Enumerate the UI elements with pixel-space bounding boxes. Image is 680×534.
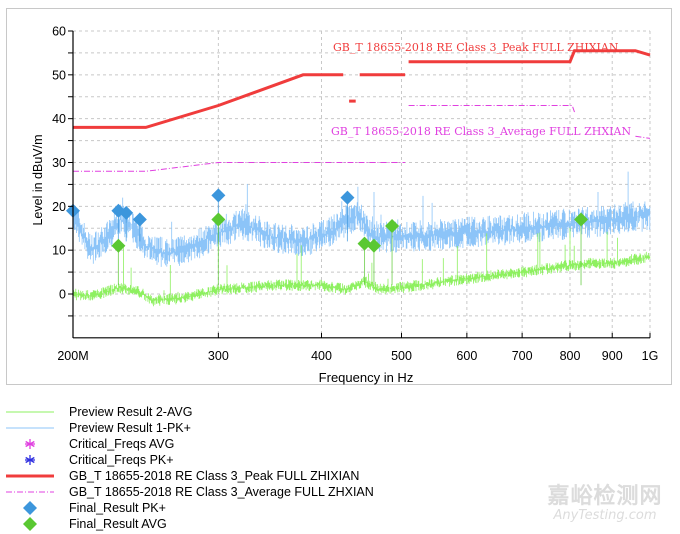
line-swatch-icon <box>6 474 54 478</box>
y-tick-label: 20 <box>52 200 66 214</box>
watermark-en: AnyTesting.com <box>553 508 657 523</box>
final-result-diamond <box>340 190 355 205</box>
emi-plot: GB_T 18655-2018 RE Class 3_Peak FULL ZHI… <box>31 25 658 386</box>
legend-item: Final_Result AVG <box>0 516 420 532</box>
x-axis-label: Frequency in Hz <box>319 370 414 385</box>
final-result-diamond <box>385 219 400 234</box>
preview-traces <box>72 171 651 307</box>
final-result-diamond <box>111 238 126 253</box>
x-tick-label: 600 <box>456 349 477 363</box>
final-result-diamond <box>211 212 226 227</box>
final-avg-markers <box>111 212 589 286</box>
legend-label: Preview Result 1-PK+ <box>69 421 191 435</box>
x-tick-label: 200M <box>57 349 88 363</box>
asterisk-icon <box>25 439 35 449</box>
chart-frame <box>6 8 672 385</box>
trace-preview-pk <box>72 171 651 267</box>
diamond-icon <box>23 501 37 515</box>
final-result-diamond <box>366 238 381 253</box>
watermark-cn: 嘉峪检测网 <box>547 484 663 509</box>
y-tick-label: 60 <box>52 25 66 39</box>
limit-lines: GB_T 18655-2018 RE Class 3_Peak FULL ZHI… <box>73 41 651 172</box>
legend-item: GB_T 18655-2018 RE Class 3_Peak FULL ZHI… <box>0 468 420 484</box>
diamond-icon <box>23 517 37 531</box>
legend-item: Preview Result 1-PK+ <box>0 420 420 436</box>
asterisk-icon <box>25 455 35 465</box>
y-tick-label: 30 <box>52 156 66 170</box>
line-swatch-icon <box>6 491 54 493</box>
final-result-diamond <box>211 188 226 203</box>
axes: 60 50 40 30 20 10 0 200M 300 400 500 600 700 800 900 1G <box>52 25 658 364</box>
legend-label: Preview Result 2-AVG <box>69 405 193 419</box>
legend-item: GB_T 18655-2018 RE Class 3_Average FULL … <box>0 484 420 500</box>
y-axis-label: Level in dBuV/m <box>31 134 45 225</box>
peak-limit-line: GB_T 18655-2018 RE Class 3_Peak FULL ZHI… <box>73 41 651 129</box>
legend-item: Critical_Freqs AVG <box>0 436 420 452</box>
x-tick-label: 900 <box>602 349 623 363</box>
legend-label: Final_Result AVG <box>69 517 167 531</box>
line-swatch-icon <box>6 411 54 413</box>
x-tick-label: 400 <box>311 349 332 363</box>
final-result-markers <box>66 188 589 286</box>
x-tick-label: 1G <box>642 349 659 363</box>
y-tick-label: 40 <box>52 112 66 126</box>
legend-item: Preview Result 2-AVG <box>0 404 420 420</box>
final-result-diamond <box>119 205 134 220</box>
legend-label: Final_Result PK+ <box>69 501 166 515</box>
line-swatch-icon <box>6 427 54 429</box>
y-tick-label: 50 <box>52 68 66 82</box>
x-tick-label: 500 <box>391 349 412 363</box>
legend-item: Final_Result PK+ <box>0 500 420 516</box>
y-tick-label: 10 <box>52 244 66 258</box>
watermark: 嘉峪检测网 AnyTesting.com <box>530 478 680 523</box>
final-result-diamond <box>357 236 372 251</box>
x-tick-label: 300 <box>208 349 229 363</box>
y-tick-label: 0 <box>59 288 66 302</box>
legend-label: GB_T 18655-2018 RE Class 3_Peak FULL ZHI… <box>69 469 360 483</box>
legend-item: Critical_Freqs PK+ <box>0 452 420 468</box>
legend-label: Critical_Freqs PK+ <box>69 453 174 467</box>
final-result-diamond <box>132 212 147 227</box>
average-limit-line: GB_T 18655-2018 RE Class 3_Average FULL … <box>73 105 651 172</box>
x-tick-label: 700 <box>512 349 533 363</box>
final-result-diamond <box>574 212 589 227</box>
legend-label: Critical_Freqs AVG <box>69 437 175 451</box>
peak-limit-annotation: GB_T 18655-2018 RE Class 3_Peak FULL ZHI… <box>333 41 619 54</box>
grid-lines <box>73 30 651 338</box>
average-limit-annotation: GB_T 18655-2018 RE Class 3_Average FULL … <box>331 125 631 138</box>
x-tick-label: 800 <box>560 349 581 363</box>
legend-label: GB_T 18655-2018 RE Class 3_Average FULL … <box>69 485 374 499</box>
